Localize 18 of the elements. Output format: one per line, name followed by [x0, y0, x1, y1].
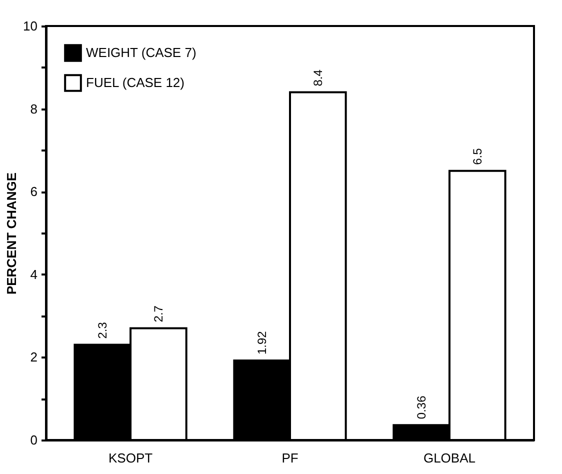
- data-label: 0.36: [414, 395, 429, 420]
- y-tick-label: 8: [30, 101, 38, 116]
- y-tick-label: 10: [23, 18, 38, 34]
- legend-label: WEIGHT (CASE 7): [86, 45, 196, 60]
- y-tick-label: 0: [30, 432, 38, 448]
- x-tick-label: KSOPT: [108, 450, 153, 466]
- y-tick-label: 6: [30, 184, 38, 200]
- x-tick-label: PF: [282, 450, 298, 466]
- data-label: 6.5: [470, 148, 484, 165]
- y-axis-title: PERCENT CHANGE: [4, 172, 20, 295]
- data-label: 8.4: [310, 69, 325, 86]
- y-tick-label: 2: [30, 350, 38, 365]
- y-tick-label: 4: [30, 266, 38, 282]
- data-label: 2.3: [96, 322, 110, 339]
- x-tick-label: GLOBAL: [423, 450, 476, 466]
- data-label: 2.7: [151, 305, 166, 322]
- legend-label: FUEL (CASE 12): [86, 75, 184, 90]
- data-label: 1.92: [255, 330, 270, 355]
